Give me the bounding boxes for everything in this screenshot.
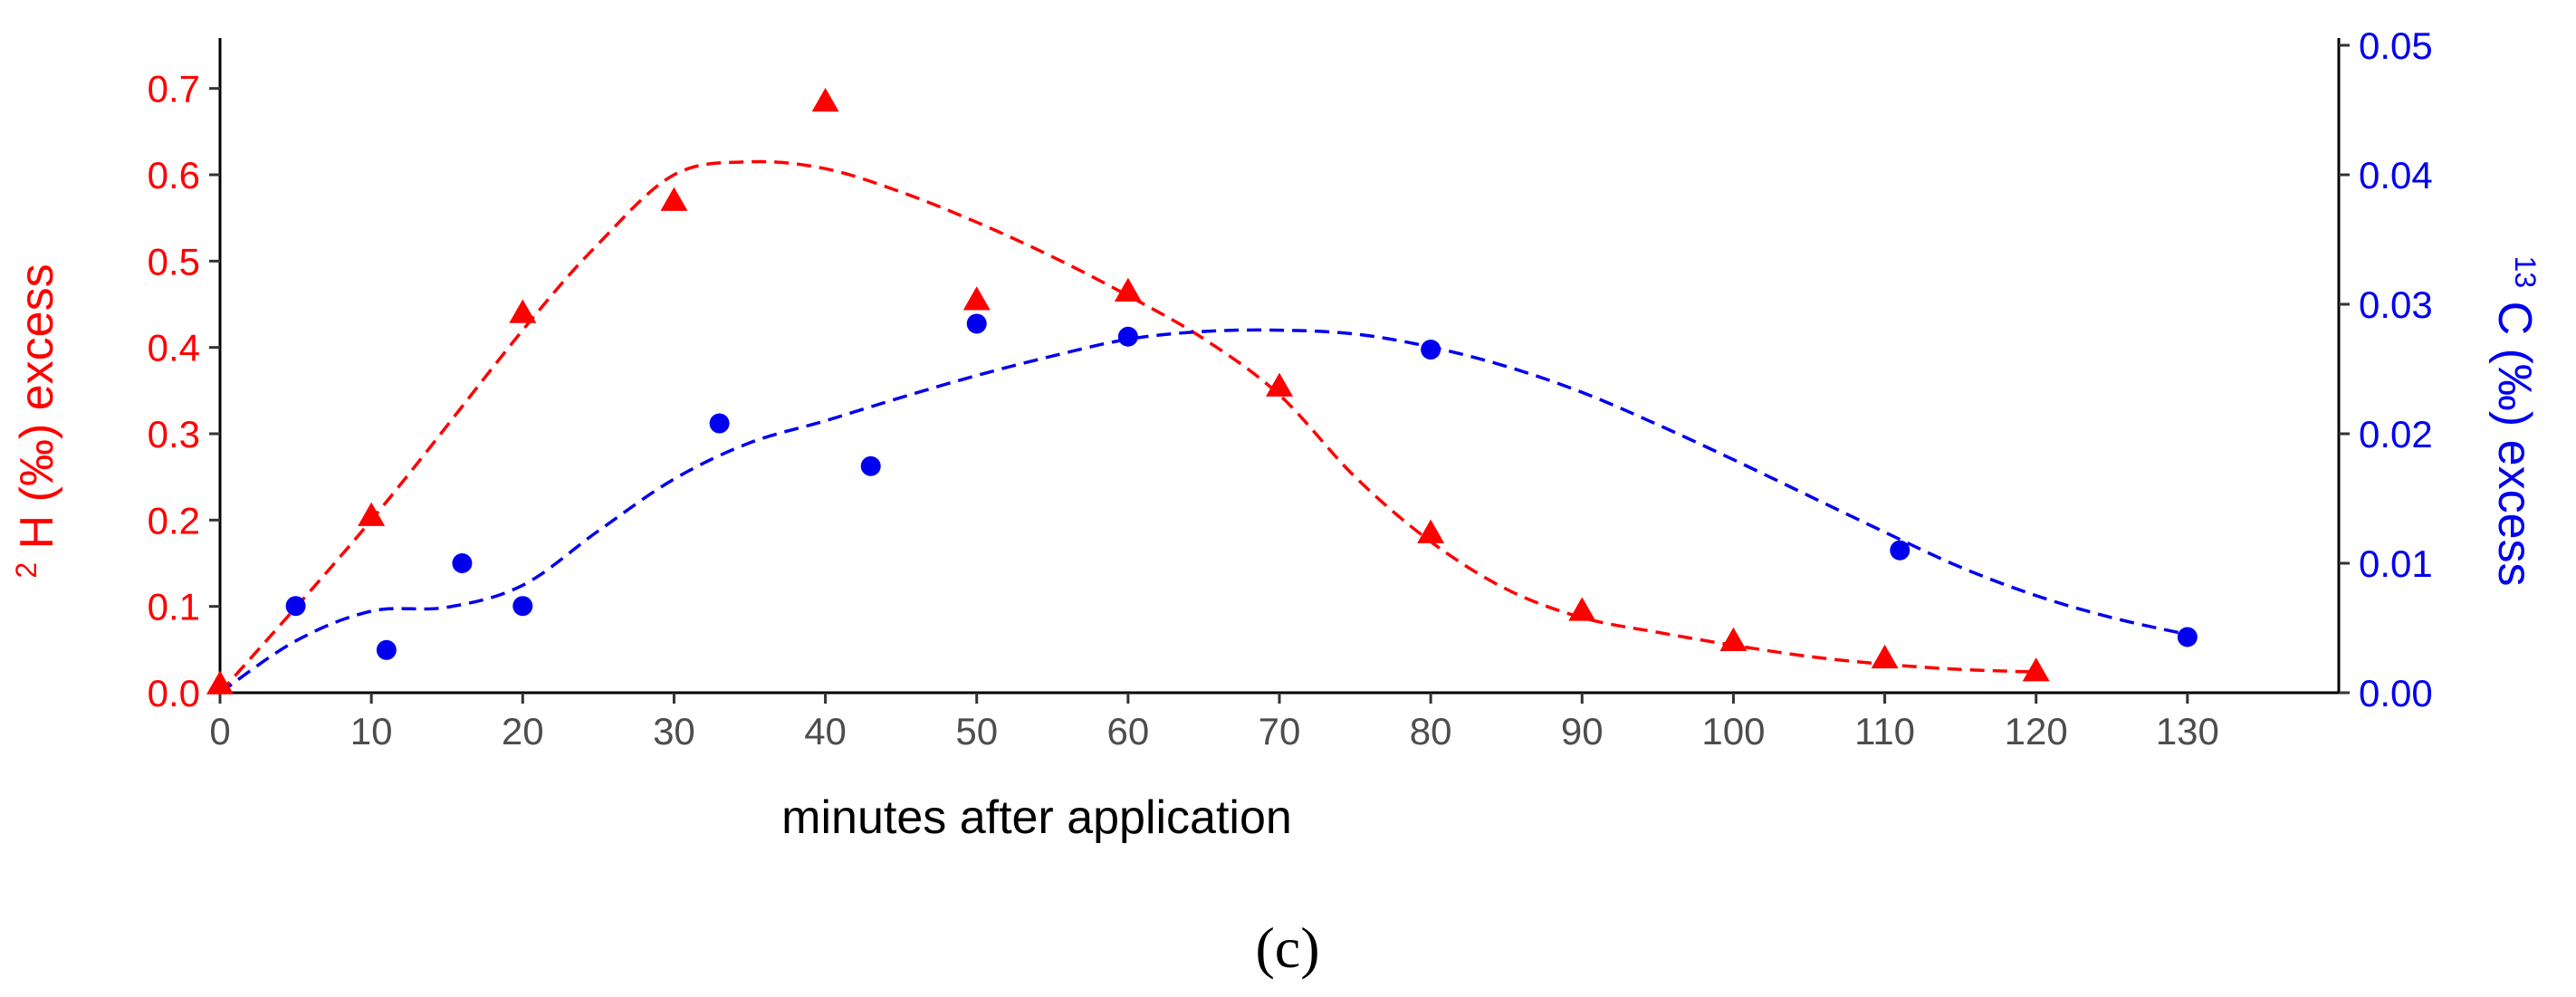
h2-data-point — [509, 299, 537, 323]
right-y-tick-label: 0.05 — [2359, 24, 2433, 67]
x-tick-label: 90 — [1561, 710, 1604, 753]
h2-data-point — [1266, 372, 1293, 397]
axes: 0 10 20 30 40 50 60 70 80 90 100 110 120 130 0.0 0.1 0.2… — [148, 24, 2433, 753]
x-tick-label: 60 — [1106, 710, 1149, 753]
left-y-tick-label: 0.1 — [148, 586, 200, 628]
c13-data-point — [966, 313, 987, 334]
x-tick-label: 100 — [1701, 710, 1765, 753]
h2-data-point — [206, 670, 234, 695]
h2-data-point — [1871, 644, 1899, 669]
left-y-tick-label: 0.6 — [148, 154, 200, 197]
x-tick-label: 0 — [209, 710, 230, 753]
h2-data-point — [660, 187, 688, 211]
left-y-tick-label: 0.7 — [148, 68, 200, 110]
h2-data-point — [1719, 627, 1748, 652]
right-y-tick-label: 0.03 — [2359, 283, 2433, 326]
h2-data-point — [962, 286, 991, 311]
x-axis-title: minutes after application — [781, 791, 1292, 844]
c13-data-point — [376, 639, 397, 660]
c13-data-point — [1421, 340, 1441, 360]
right-y-tick-label: 0.04 — [2359, 154, 2433, 197]
c13-data-point — [512, 596, 533, 617]
h2-data-point — [358, 502, 386, 526]
trend-lines — [218, 159, 2188, 695]
h2-trend-line — [218, 159, 2036, 695]
right-y-tick-label: 0.01 — [2359, 542, 2433, 585]
x-tick-label: 20 — [502, 710, 544, 753]
x-tick-label: 80 — [1410, 710, 1452, 753]
right-y-tick-label: 0.02 — [2359, 413, 2433, 455]
h2-data-point — [1114, 277, 1142, 302]
x-tick-label: 10 — [350, 710, 393, 753]
x-tick-label: 50 — [955, 710, 998, 753]
left-y-axis-title-main: H (‰) excess — [11, 264, 63, 549]
c13-data-point — [1890, 540, 1910, 561]
x-tick-label: 110 — [1854, 710, 1915, 753]
c13-data-point — [285, 596, 306, 617]
c13-data-point — [709, 413, 730, 434]
left-y-axis-title-superscript: 2 — [10, 562, 43, 579]
c13-data-point — [2177, 627, 2198, 647]
c13-data-point — [452, 553, 473, 573]
x-tick-label: 130 — [2156, 710, 2219, 753]
axis-labels: minutes after application 2 H (‰) excess… — [0, 256, 2557, 980]
h2-data-point — [1417, 519, 1445, 543]
panel-label: (c) — [1255, 916, 1319, 980]
x-tick-label: 70 — [1259, 710, 1301, 753]
left-y-axis-title: 2 H (‰) excess — [0, 264, 63, 578]
right-y-tick-label: 0.00 — [2359, 672, 2433, 714]
left-y-tick-label: 0.0 — [148, 672, 200, 714]
x-tick-label: 30 — [653, 710, 695, 753]
left-y-tick-label: 0.5 — [148, 240, 200, 283]
h2-data-point — [2022, 657, 2050, 682]
c13-data-point — [1117, 326, 1138, 347]
right-y-axis-title-main: C (‰) excess — [2488, 302, 2541, 587]
right-y-axis-title: 13 C (‰) excess — [2488, 256, 2557, 587]
h2-data-point — [811, 87, 839, 112]
x-tick-label: 120 — [2005, 710, 2068, 753]
h2-data-point — [1568, 597, 1596, 621]
right-y-axis-title-superscript: 13 — [2509, 256, 2542, 289]
x-tick-label: 40 — [804, 710, 847, 753]
data-markers — [206, 87, 2198, 695]
c13-trend-line — [219, 328, 2188, 695]
left-y-tick-label: 0.4 — [148, 327, 200, 369]
left-y-tick-label: 0.3 — [148, 413, 200, 455]
left-y-tick-label: 0.2 — [148, 499, 200, 542]
c13-data-point — [860, 455, 881, 476]
